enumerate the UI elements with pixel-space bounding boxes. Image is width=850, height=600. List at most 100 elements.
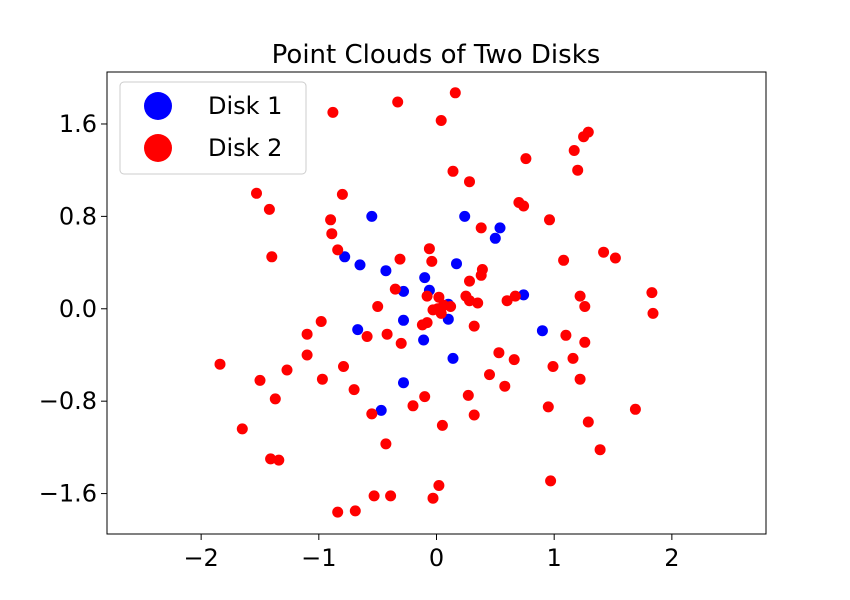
legend-marker-disk2 [144,134,172,162]
point-disk2-61 [508,354,520,366]
point-disk2-94 [349,505,361,517]
point-disk1-2 [494,222,506,234]
point-disk2-64 [547,361,559,372]
point-disk1-6 [380,265,392,277]
point-disk1-1 [459,210,471,222]
point-disk2-81 [582,416,594,428]
point-disk1-18 [447,352,459,364]
point-disk2-83 [236,423,248,435]
point-disk2-69 [316,373,328,385]
point-disk2-68 [254,374,266,386]
point-disk2-31 [389,283,401,295]
point-disk2-73 [269,393,281,405]
point-disk1-5 [354,259,366,271]
point-disk1-19 [398,377,409,389]
point-disk2-52 [301,328,313,340]
point-disk2-32 [646,287,658,299]
point-disk2-91 [385,490,397,502]
x-tick-label-3: 1 [547,544,562,572]
legend-label-disk2: Disk 2 [208,134,282,162]
point-disk1-3 [489,232,501,244]
point-disk2-72 [348,384,360,396]
point-disk2-76 [407,400,419,412]
point-disk2-85 [594,444,606,456]
point-disk2-36 [501,295,513,307]
point-disk2-38 [421,290,433,302]
point-disk2-40 [472,297,484,309]
point-disk2-17 [544,214,555,226]
point-disk2-19 [326,228,338,240]
point-disk1-17 [536,325,548,337]
point-disk2-50 [468,320,480,332]
point-disk2-87 [273,454,285,466]
point-disk2-55 [381,328,393,340]
point-disk2-3 [435,115,447,126]
point-disk2-57 [395,337,407,349]
x-tick-label-0: −2 [183,544,218,572]
point-disk1-7 [451,258,462,270]
point-disk2-23 [266,251,278,263]
point-disk2-66 [281,364,293,376]
point-disk2-77 [542,401,554,413]
y-tick-label-0: 1.6 [59,110,97,138]
point-disk2-79 [366,408,378,420]
point-disk2-67 [484,369,495,381]
point-disk2-43 [579,301,591,312]
x-tick-label-4: 2 [664,544,679,572]
point-disk2-47 [435,307,447,319]
point-disk2-86 [265,453,277,465]
point-disk2-6 [568,145,580,156]
point-disk2-54 [361,331,373,342]
point-disk2-26 [426,255,438,267]
point-disk1-15 [352,324,364,336]
x-axis: −2 −1 0 1 2 [183,534,679,572]
point-disk2-90 [368,490,380,502]
points-layer [214,87,659,518]
point-disk2-9 [447,165,459,177]
legend-label-disk1: Disk 1 [208,92,282,120]
point-disk1-13 [398,314,409,326]
point-disk2-2 [327,106,339,118]
point-disk2-89 [433,480,445,491]
point-disk2-37 [433,291,445,303]
point-disk2-75 [462,389,474,401]
legend-marker-disk1 [144,92,172,120]
point-disk2-84 [380,438,392,450]
chart-title: Point Clouds of Two Disks [272,40,601,70]
point-disk1-8 [419,272,431,284]
point-disk2-80 [468,409,480,421]
point-disk2-93 [332,506,344,518]
point-disk2-33 [574,290,586,302]
point-disk2-34 [509,290,521,302]
point-disk2-78 [629,403,641,415]
point-disk2-8 [572,164,584,176]
y-tick-label-2: 0.0 [59,295,97,323]
legend: Disk 1 Disk 2 [119,81,307,175]
point-disk2-21 [423,243,435,255]
point-disk2-24 [609,252,621,264]
point-disk2-63 [214,358,226,370]
point-disk2-48 [647,307,659,319]
point-disk2-42 [372,301,384,312]
point-disk2-60 [493,347,505,359]
point-disk2-22 [598,246,610,258]
point-disk1-0 [366,210,378,222]
point-disk2-82 [436,419,448,431]
x-tick-label-1: −1 [301,544,336,572]
point-disk1-11 [518,289,530,301]
point-disk2-16 [325,214,337,226]
point-disk2-1 [392,96,404,108]
x-tick-label-2: 0 [429,544,444,572]
point-disk2-20 [332,244,344,256]
point-disk2-25 [394,253,406,265]
point-disk2-71 [499,380,511,392]
point-disk2-29 [475,269,487,281]
point-disk2-5 [578,131,590,143]
point-disk1-4 [339,251,351,263]
point-disk2-15 [263,203,275,215]
point-disk2-14 [518,200,530,212]
point-disk2-58 [579,336,591,348]
point-disk2-62 [567,352,579,364]
y-tick-label-3: −0.8 [39,387,97,415]
